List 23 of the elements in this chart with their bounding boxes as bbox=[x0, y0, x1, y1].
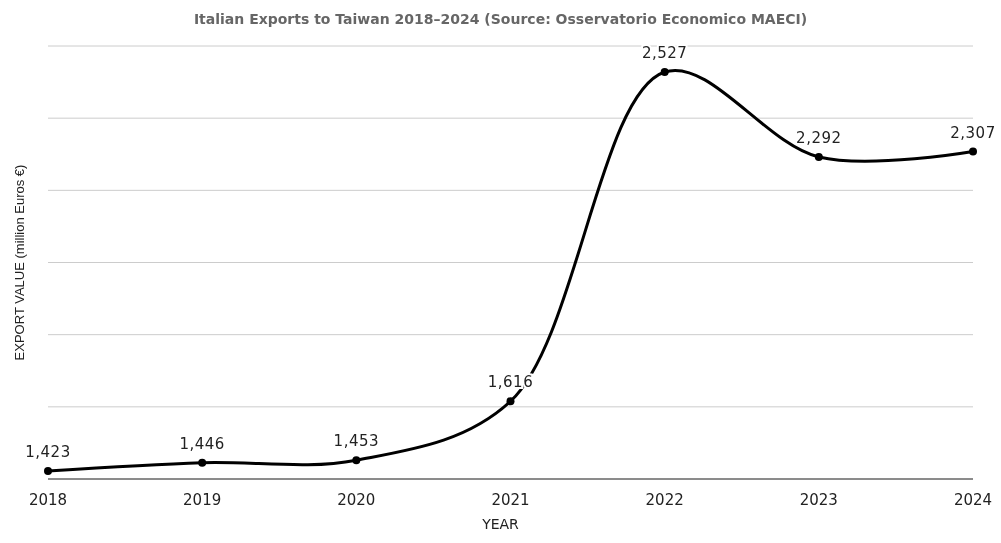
data-label: 2,527 bbox=[641, 44, 688, 62]
point bbox=[198, 458, 207, 467]
x-tick-label: 2023 bbox=[799, 491, 838, 509]
x-tick-label: 2021 bbox=[491, 491, 530, 509]
data-label: 2,292 bbox=[796, 128, 842, 147]
point bbox=[969, 147, 977, 156]
point bbox=[660, 68, 669, 76]
x-tick-label: 2018 bbox=[28, 491, 68, 509]
data-label: 2,307 bbox=[950, 123, 996, 142]
x-tick-label: 2019 bbox=[183, 491, 222, 509]
x-tick-label: 2024 bbox=[953, 491, 993, 509]
point bbox=[44, 467, 52, 475]
y-axis-title: EXPORT VALUE (million Euros €) bbox=[12, 164, 27, 361]
data-label: 1,453 bbox=[333, 432, 380, 451]
chart-title: Italian Exports to Taiwan 2018–2024 (Source: Osservatorio Economico MAECI) bbox=[193, 11, 808, 27]
x-tick-label: 2020 bbox=[337, 491, 376, 509]
x-tick-label: 2022 bbox=[645, 491, 684, 509]
data-label: 1,423 bbox=[25, 443, 71, 461]
point bbox=[352, 456, 361, 465]
x-axis-title: YEAR bbox=[481, 516, 520, 532]
data-label: 1,446 bbox=[179, 434, 225, 453]
point bbox=[506, 397, 515, 406]
point bbox=[814, 152, 823, 161]
